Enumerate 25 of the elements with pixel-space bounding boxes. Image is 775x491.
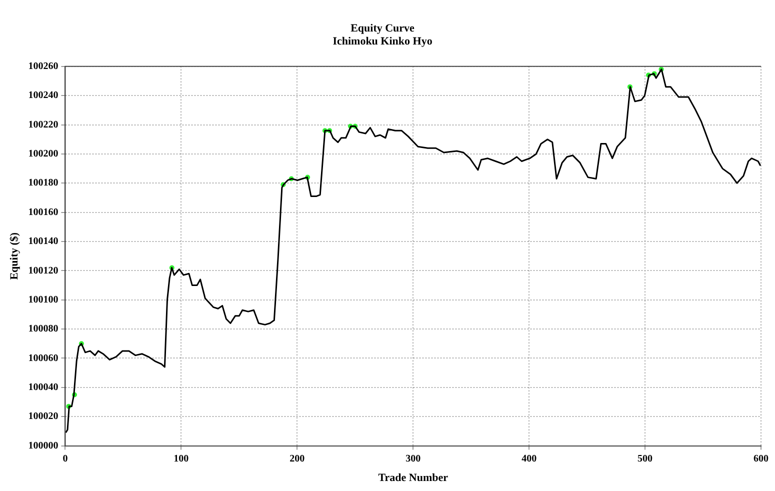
x-tick-label: 300: [406, 453, 421, 464]
y-tick-label: 100040: [28, 382, 58, 394]
x-tick-label: 200: [290, 453, 305, 464]
x-tick-label: 500: [638, 453, 653, 464]
y-tick-label: 100260: [28, 60, 58, 72]
y-tick-label: 100020: [28, 411, 58, 422]
x-tick-label: 0: [62, 453, 68, 464]
y-tick-label: 100000: [28, 440, 58, 452]
y-tick-label: 100080: [28, 324, 58, 335]
y-tick-label: 100100: [28, 294, 58, 306]
x-tick-label: 100: [174, 453, 189, 464]
x-tick-label: 600: [754, 453, 768, 464]
chart-subtitle: Ichimoku Kinko Hyo: [332, 36, 433, 48]
y-tick-label: 100200: [28, 148, 58, 160]
y-axis-title: Equity ($): [8, 232, 20, 280]
y-tick-label: 100240: [28, 90, 58, 102]
x-axis-title: Trade Number: [378, 472, 448, 484]
y-tick-label: 100220: [28, 119, 58, 130]
y-tick-label: 100060: [28, 352, 58, 364]
chart-title: Equity Curve: [350, 22, 415, 34]
y-tick-label: 100180: [28, 178, 58, 189]
y-tick-label: 100160: [28, 206, 58, 218]
y-tick-label: 100120: [28, 265, 58, 276]
x-tick-label: 400: [522, 453, 537, 464]
y-tick-label: 100140: [28, 236, 58, 248]
